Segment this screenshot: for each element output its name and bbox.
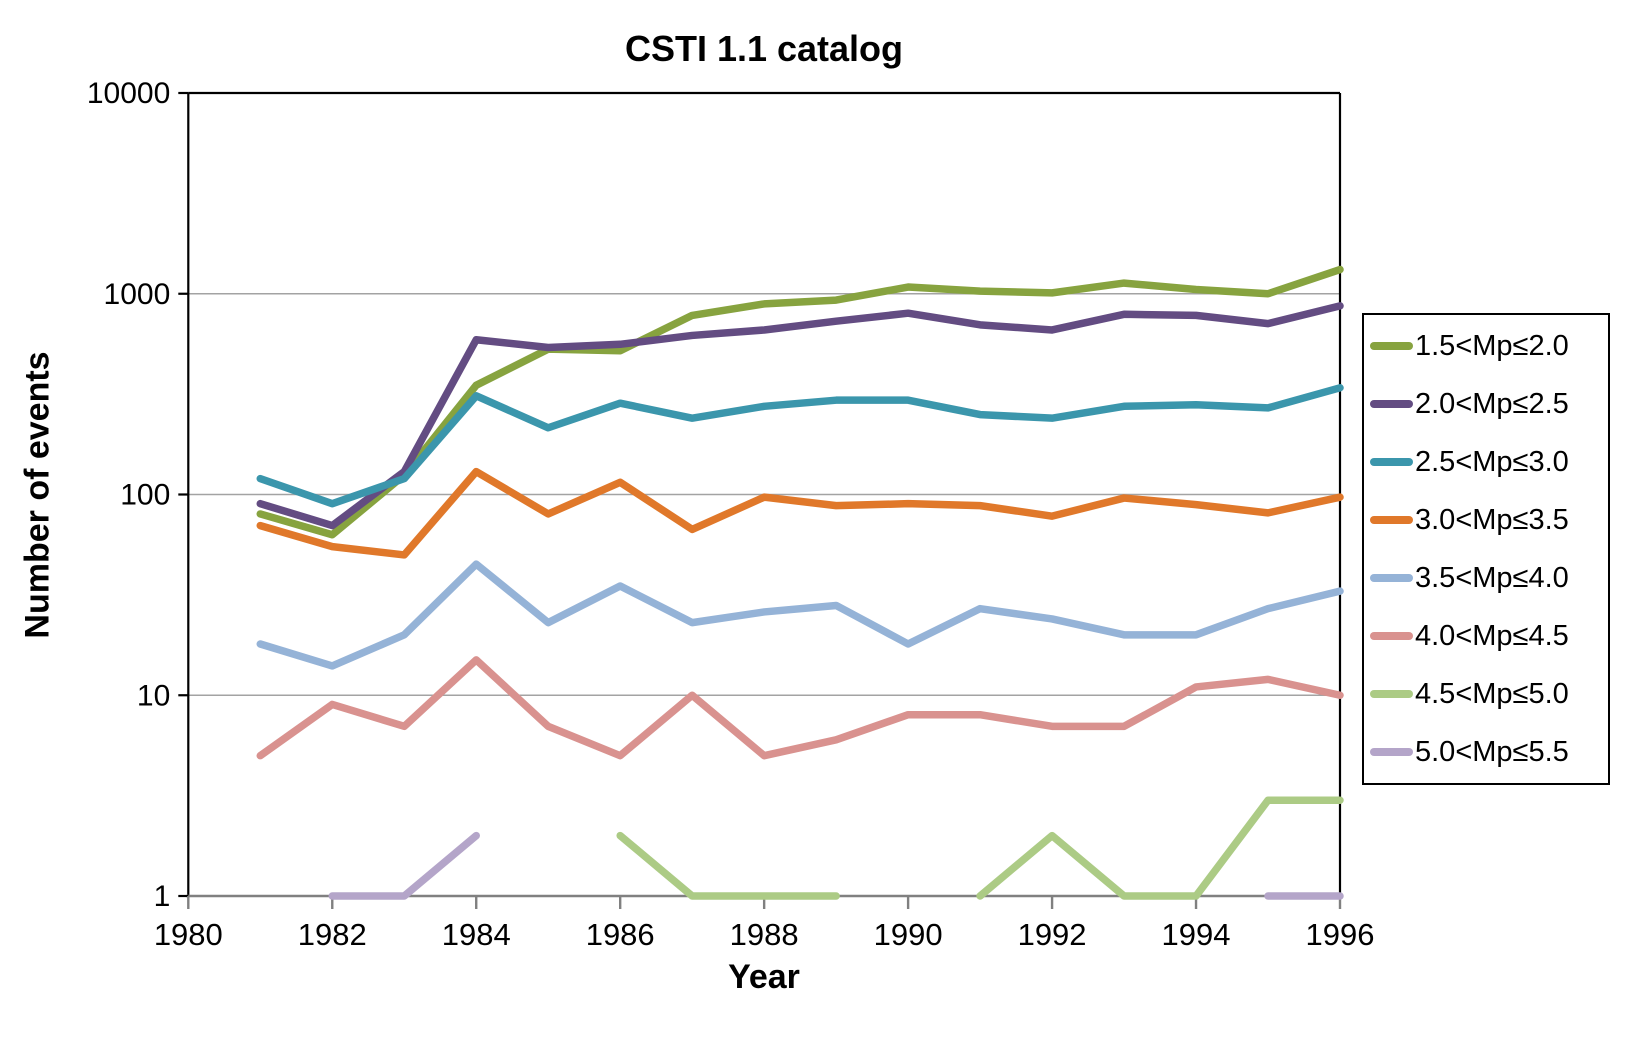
y-tick-label-1: 1 — [154, 880, 171, 913]
x-tick-label-1982: 1982 — [298, 917, 367, 952]
x-axis-title: Year — [728, 958, 800, 996]
legend-label-3: 3.0<Mp≤3.5 — [1415, 503, 1569, 536]
legend-label-1: 2.0<Mp≤2.5 — [1415, 387, 1569, 420]
legend-swatch-3 — [1370, 516, 1413, 524]
legend-item-4: 3.5<Mp≤4.0 — [1370, 562, 1608, 595]
x-tick-label-1994: 1994 — [1162, 917, 1231, 952]
legend-label-0: 1.5<Mp≤2.0 — [1415, 329, 1569, 362]
series-line-2.5<Mp≤3.0 — [256, 384, 1344, 508]
legend-item-0: 1.5<Mp≤2.0 — [1370, 330, 1608, 363]
x-tick-label-1984: 1984 — [442, 917, 511, 952]
legend-item-7: 5.0<Mp≤5.5 — [1370, 736, 1608, 769]
legend-label-6: 4.5<Mp≤5.0 — [1415, 677, 1569, 710]
legend-box: 1.5<Mp≤2.0 2.0<Mp≤2.5 2.5<Mp≤3.0 3.0<Mp≤3.5… — [1362, 313, 1610, 785]
legend-item-2: 2.5<Mp≤3.0 — [1370, 446, 1608, 479]
y-tick-label-100: 100 — [120, 479, 170, 512]
legend-swatch-2 — [1370, 458, 1413, 466]
legend-label-7: 5.0<Mp≤5.5 — [1415, 735, 1569, 768]
x-tick-label-1996: 1996 — [1306, 917, 1375, 952]
y-tick-label-10000: 10000 — [87, 77, 170, 110]
series-line-4.5<Mp≤5.0 — [616, 831, 840, 900]
legend-item-6: 4.5<Mp≤5.0 — [1370, 678, 1608, 711]
series-line-2.0<Mp≤2.5 — [256, 302, 1344, 530]
legend-swatch-6 — [1370, 690, 1413, 698]
legend-swatch-5 — [1370, 632, 1413, 640]
series-line-4.0<Mp≤4.5 — [256, 656, 1344, 760]
legend-item-1: 2.0<Mp≤2.5 — [1370, 388, 1608, 421]
legend-swatch-1 — [1370, 400, 1413, 408]
x-tick-label-1986: 1986 — [586, 917, 655, 952]
series-line-5.0<Mp≤5.5 — [328, 831, 480, 900]
y-tick-label-1000: 1000 — [104, 278, 171, 311]
x-tick-label-1988: 1988 — [730, 917, 799, 952]
x-tick-label-1980: 1980 — [154, 917, 223, 952]
x-tick-label-1990: 1990 — [874, 917, 943, 952]
legend-item-5: 4.0<Mp≤4.5 — [1370, 620, 1608, 653]
legend-label-2: 2.5<Mp≤3.0 — [1415, 445, 1569, 478]
legend-item-3: 3.0<Mp≤3.5 — [1370, 504, 1608, 537]
series-line-1.5<Mp≤2.0 — [256, 265, 1344, 539]
series-line-3.0<Mp≤3.5 — [256, 467, 1344, 559]
series-line-3.5<Mp≤4.0 — [256, 560, 1344, 670]
legend-label-5: 4.0<Mp≤4.5 — [1415, 619, 1569, 652]
series-line-4.5<Mp≤5.0 — [976, 796, 1344, 900]
x-tick-label-1992: 1992 — [1018, 917, 1087, 952]
legend-swatch-0 — [1370, 342, 1413, 350]
chart-title: CSTI 1.1 catalog — [624, 28, 904, 69]
legend-label-4: 3.5<Mp≤4.0 — [1415, 561, 1569, 594]
y-tick-label-10: 10 — [137, 679, 170, 712]
legend-swatch-4 — [1370, 574, 1413, 582]
legend-swatch-7 — [1370, 748, 1413, 756]
